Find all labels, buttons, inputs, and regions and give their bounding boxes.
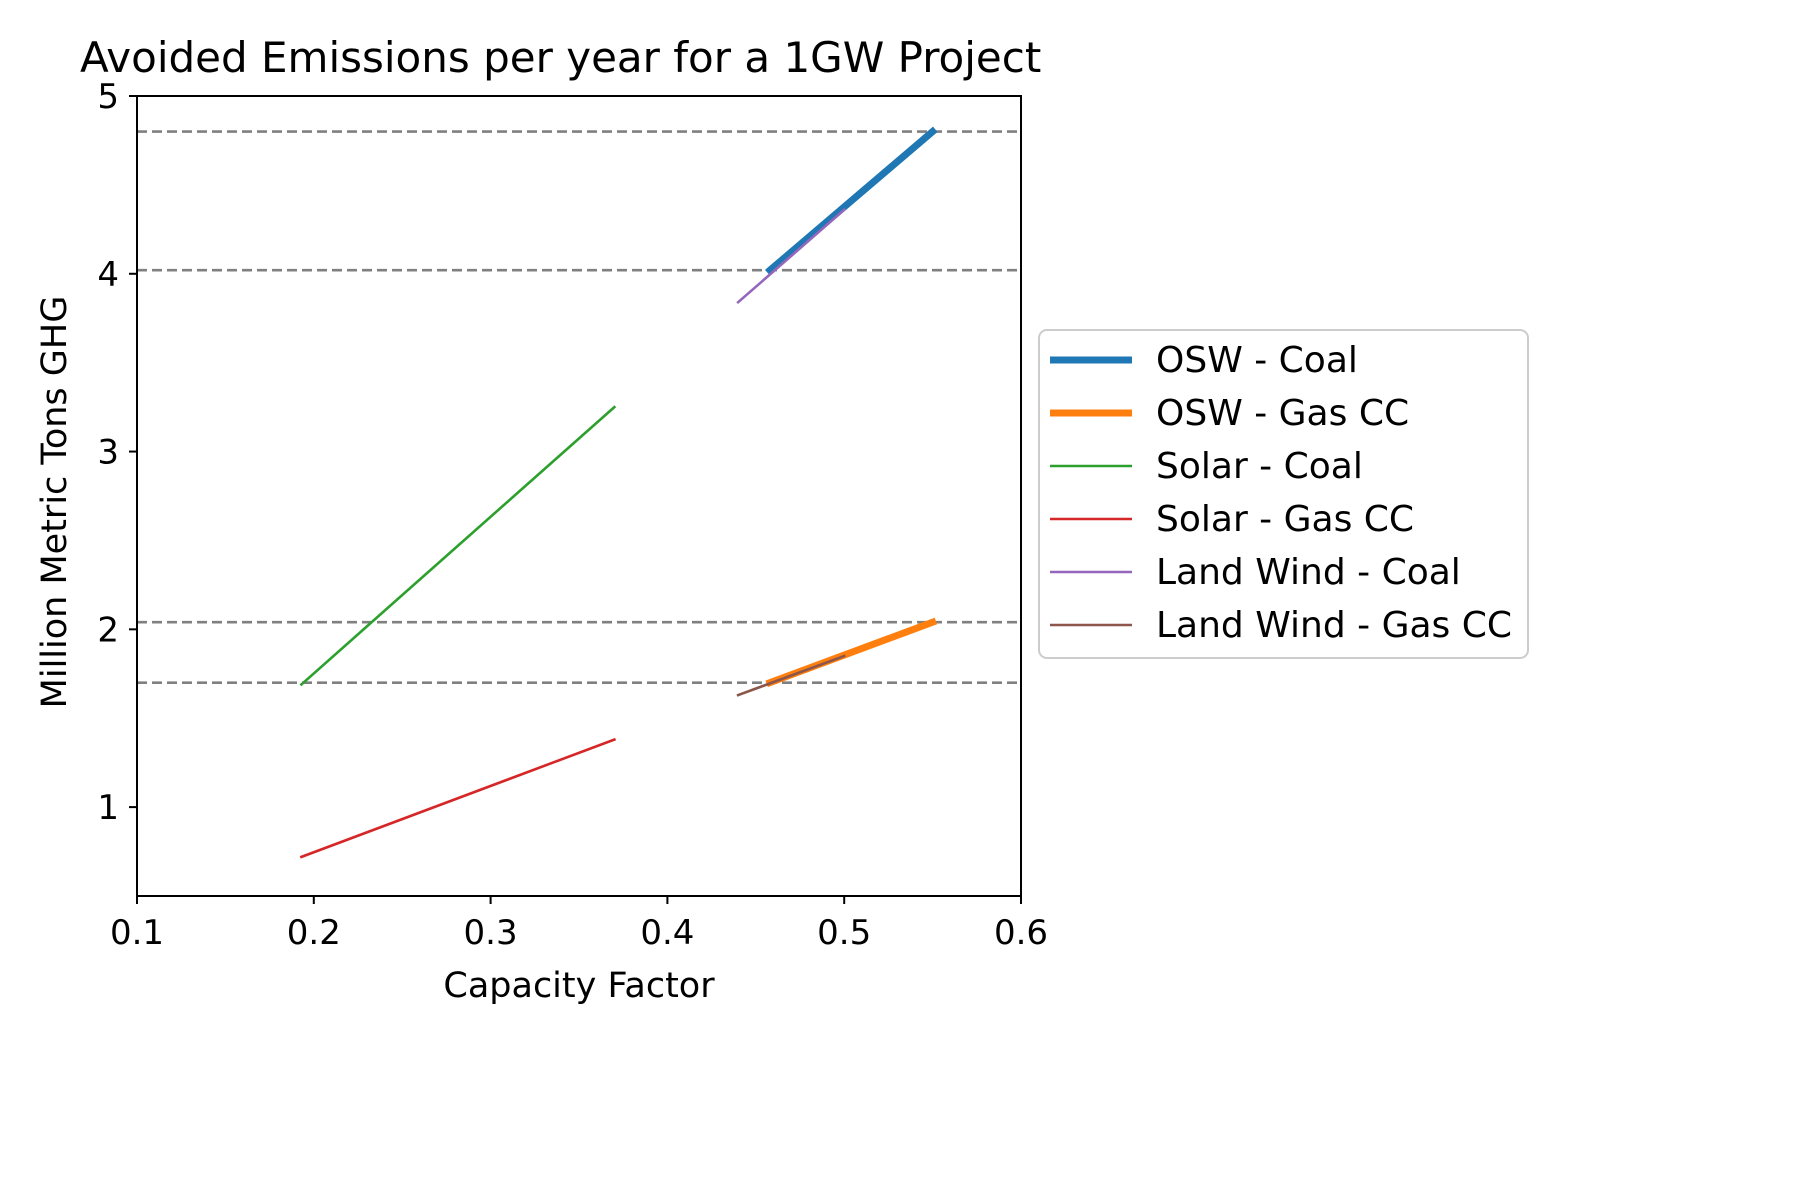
y-tick-label: 2 (97, 610, 119, 650)
x-tick-label: 0.5 (817, 913, 871, 953)
x-tick-label: 0.3 (464, 913, 518, 953)
series-lines (299, 126, 938, 859)
reference-lines (137, 130, 1021, 684)
legend-label: OSW - Coal (1156, 340, 1358, 381)
y-tick-label: 4 (97, 255, 119, 295)
x-tick-label: 0.6 (994, 913, 1048, 953)
series-line-solar-gas-cc (299, 737, 617, 859)
series-line-land-wind-coal (736, 207, 847, 305)
legend-frame (1038, 329, 1529, 659)
legend-label: Solar - Coal (1156, 446, 1363, 487)
y-tick-label: 5 (97, 77, 119, 117)
x-tick-label: 0.1 (110, 913, 164, 953)
x-axis-ticks: 0.1 0.2 0.3 0.4 0.5 0.6 (110, 896, 1048, 953)
x-axis-label: Capacity Factor (443, 966, 715, 1006)
legend: OSW - Coal OSW - Gas CC Solar - Coal Solar … (1038, 329, 1529, 659)
series-line-land-wind-gas-cc (736, 654, 846, 697)
legend-label: Solar - Gas CC (1156, 499, 1414, 540)
x-tick-label: 0.2 (287, 913, 341, 953)
y-axis-ticks: 1 2 3 4 5 (97, 77, 137, 828)
y-tick-label: 3 (97, 433, 119, 473)
x-tick-label: 0.4 (640, 913, 694, 953)
series-line-osw-coal (765, 126, 938, 276)
plot-frame (136, 95, 1022, 897)
chart-title: Avoided Emissions per year for a 1GW Pro… (80, 33, 1041, 82)
y-tick-label: 1 (97, 788, 119, 828)
series-line-solar-coal (299, 405, 617, 687)
legend-label: Land Wind - Gas CC (1156, 605, 1512, 646)
legend-label: OSW - Gas CC (1156, 393, 1409, 434)
legend-label: Land Wind - Coal (1156, 552, 1461, 593)
y-axis-label: Million Metric Tons GHG (35, 296, 75, 709)
